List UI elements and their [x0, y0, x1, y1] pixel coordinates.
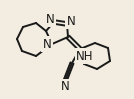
Text: N: N — [46, 12, 54, 26]
Text: NH: NH — [76, 50, 94, 62]
Text: N: N — [61, 80, 69, 93]
Text: N: N — [43, 38, 51, 50]
Text: N: N — [67, 14, 75, 28]
